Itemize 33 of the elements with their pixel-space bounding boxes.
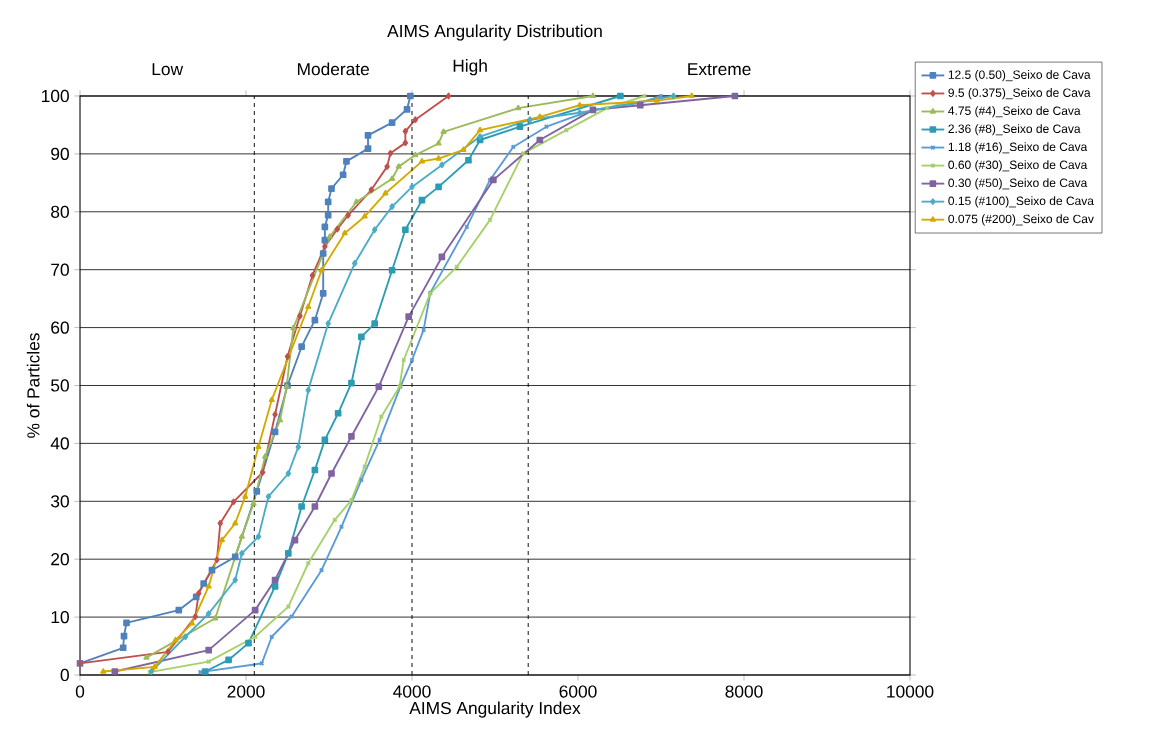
y-tick-label: 70: [51, 263, 69, 276]
y-tick-label: 80: [51, 205, 69, 218]
x-tick-label: 6000: [559, 685, 597, 698]
y-tick-label: 60: [51, 321, 69, 334]
legend-label: 1.18 (#16)_Seixo de Cava: [948, 142, 1088, 154]
chart-title: AIMS Angularity Distribution: [387, 24, 602, 41]
x-axis-title: AIMS Angularity Index: [409, 701, 581, 718]
x-tick-label: 8000: [725, 685, 763, 698]
x-tick-label: 4000: [393, 685, 431, 698]
text: Extreme: [688, 63, 751, 76]
text: Low: [152, 63, 184, 76]
y-tick-label: 30: [51, 495, 69, 508]
legend-label: 0.60 (#30)_Seixo de Cava: [948, 160, 1088, 172]
y-tick-label: 50: [51, 379, 69, 392]
legend-label: 12.5 (0.50)_Seixo de Cava: [948, 70, 1091, 82]
y-tick-label: 40: [50, 437, 69, 450]
x-tick-label: 0: [75, 685, 85, 698]
y-tick-label: 100: [42, 89, 69, 103]
y-tick-label: 10: [51, 610, 69, 624]
y-axis-title: % of Particles: [26, 333, 40, 438]
text: High: [453, 59, 487, 76]
legend-label: 0.075 (#200)_Seixo de Cav: [948, 214, 1094, 226]
text: Moderate: [297, 62, 369, 76]
y-tick-label: 20: [51, 553, 69, 566]
y-tick-label: 90: [51, 147, 69, 161]
legend-label: 4.75 (#4)_Seixo de Cava: [948, 106, 1081, 118]
legend-label: 9.5 (0.375)_Seixo de Cava: [948, 88, 1091, 100]
legend-label: 0.15 (#100)_Seixo de Cava: [948, 196, 1094, 208]
y-tick-label: 0: [60, 668, 69, 682]
legend-label: 0.30 (#50)_Seixo de Cava: [948, 178, 1088, 190]
x-tick-label: 10000: [887, 685, 934, 698]
x-tick-label: 2000: [227, 685, 265, 698]
legend-label: 2.36 (#8)_Seixo de Cava: [948, 124, 1081, 136]
